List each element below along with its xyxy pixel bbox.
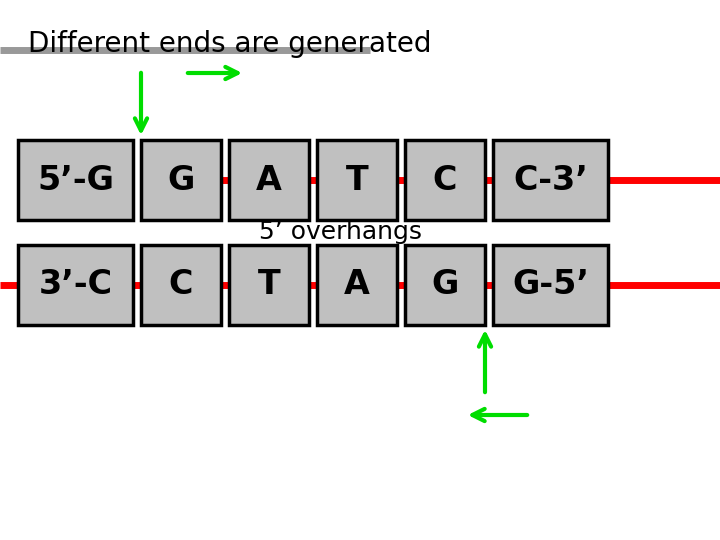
Text: G: G (431, 268, 459, 301)
Text: 3’-C: 3’-C (38, 268, 112, 301)
Bar (405, 245, 485, 325)
Bar (141, 245, 221, 325)
Text: G-5’: G-5’ (512, 268, 589, 301)
Bar (18, 140, 133, 220)
Bar (493, 140, 608, 220)
Text: C-3’: C-3’ (513, 164, 588, 197)
Bar (229, 245, 309, 325)
Bar (229, 140, 309, 220)
Text: A: A (344, 268, 370, 301)
Text: C: C (168, 268, 193, 301)
Text: A: A (256, 164, 282, 197)
Text: T: T (258, 268, 280, 301)
Text: Different ends are generated: Different ends are generated (28, 30, 431, 58)
Bar (493, 245, 608, 325)
Text: T: T (346, 164, 369, 197)
Text: 5’ overhangs: 5’ overhangs (259, 220, 422, 245)
Text: G: G (167, 164, 194, 197)
Text: 5’-G: 5’-G (37, 164, 114, 197)
Text: C: C (433, 164, 457, 197)
Bar (18, 245, 133, 325)
Bar (317, 245, 397, 325)
Bar (405, 140, 485, 220)
Bar (141, 140, 221, 220)
Bar (317, 140, 397, 220)
